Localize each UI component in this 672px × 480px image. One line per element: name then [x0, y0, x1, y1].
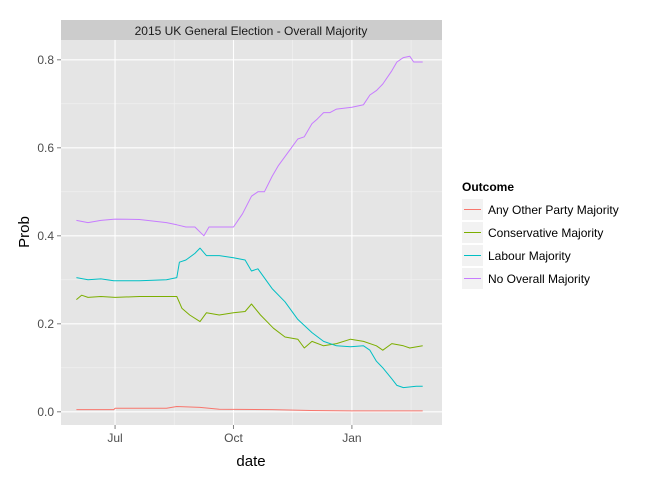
x-axis: Jul Oct Jan	[107, 425, 362, 445]
y-tick-label: 0.4	[37, 229, 54, 243]
legend-title: Outcome	[462, 180, 514, 194]
legend-label: No Overall Majority	[488, 272, 590, 286]
legend-label: Any Other Party Majority	[488, 203, 619, 217]
series-layer	[76, 55, 423, 412]
series-line-1	[76, 406, 423, 412]
plot-panel	[61, 40, 442, 425]
chart-title: 2015 UK General Election - Overall Major…	[135, 24, 368, 38]
x-axis-title: date	[236, 453, 265, 470]
minor-gridlines	[61, 40, 442, 425]
x-tick-label: Oct	[224, 431, 243, 445]
major-gridlines	[61, 40, 442, 425]
y-axis-title: Prob	[16, 216, 33, 248]
y-axis: 0.0 0.2 0.4 0.6 0.8	[37, 53, 61, 419]
series-line-4	[76, 55, 423, 237]
series-line-2	[76, 294, 423, 351]
legend-label: Conservative Majority	[488, 226, 603, 240]
legend: Outcome Any Other Party Majority Conserva…	[462, 180, 619, 289]
series-line-3	[76, 247, 423, 389]
legend-label: Labour Majority	[488, 249, 571, 263]
y-tick-label: 0.6	[37, 141, 54, 155]
y-tick-label: 0.0	[37, 405, 54, 419]
x-tick-label: Jul	[107, 431, 122, 445]
x-tick-label: Jan	[342, 431, 361, 445]
y-tick-label: 0.8	[37, 53, 54, 67]
facet-strip	[61, 20, 442, 40]
y-tick-label: 0.2	[37, 317, 54, 331]
